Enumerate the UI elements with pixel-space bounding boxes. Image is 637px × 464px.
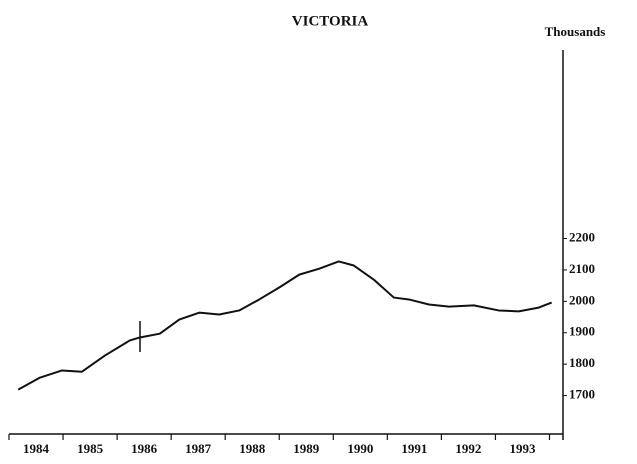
x-tick-label: 1992 — [455, 441, 481, 456]
x-tick-label: 1993 — [509, 441, 536, 456]
x-tick-label: 1987 — [185, 441, 212, 456]
y-tick-label: 1800 — [569, 355, 595, 370]
x-tick-label: 1985 — [77, 441, 104, 456]
x-tick-label: 1991 — [401, 441, 427, 456]
y-tick-label: 1700 — [569, 387, 595, 402]
x-tick-label: 1989 — [293, 441, 320, 456]
y-tick-label: 2000 — [569, 292, 595, 307]
x-tick-label: 1986 — [131, 441, 158, 456]
x-tick-label: 1988 — [239, 441, 266, 456]
y-tick-label: 1900 — [569, 324, 595, 339]
y-tick-label: 2100 — [569, 261, 595, 276]
y-tick-label: 2200 — [569, 229, 595, 244]
x-tick-label: 1990 — [347, 441, 373, 456]
x-tick-label: 1984 — [23, 441, 50, 456]
chart-title: VICTORIA — [292, 13, 369, 29]
y-axis-label: Thousands — [545, 24, 606, 39]
line — [17, 260, 553, 391]
